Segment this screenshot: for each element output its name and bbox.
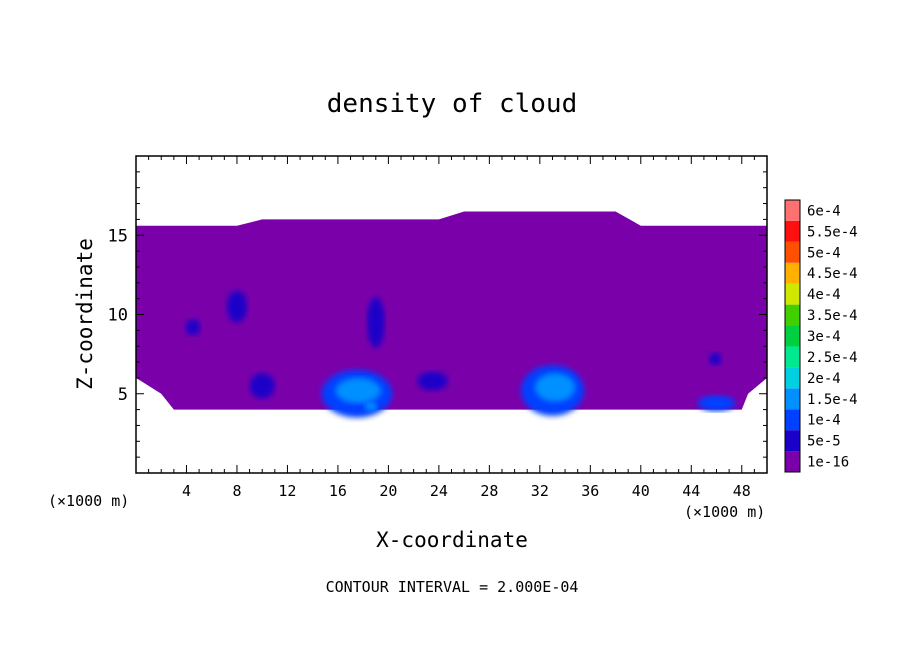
- cloud-cell-6: [697, 395, 736, 412]
- colorbar-label: 2.5e-4: [807, 350, 858, 366]
- colorbar-swatch: [785, 367, 800, 389]
- colorbar-swatch: [785, 304, 800, 326]
- colorbar-legend: 1e-16 5e-5 1e-4 1.5e-4 2e-4 2.5e-4 3e-4 3.5e-4 4…: [784, 199, 858, 473]
- x-axis-ticks: 4 8 12 16 20 24 28 32 36 40 44 48: [148, 156, 755, 500]
- x-tick-label: 20: [379, 482, 397, 500]
- colorbar-swatch: [785, 262, 800, 284]
- cloud-cell-11: [417, 371, 448, 391]
- x-tick-label: 24: [430, 482, 448, 500]
- colorbar-label: 1e-16: [807, 455, 849, 471]
- colorbar-label: 5.5e-4: [807, 224, 858, 240]
- cloud-field: [136, 211, 767, 418]
- colorbar-swatch: [785, 451, 800, 472]
- x-axis-label: X-coordinate: [376, 528, 528, 552]
- x-tick-label: 8: [232, 482, 241, 500]
- colorbar-swatch: [785, 388, 800, 410]
- cloud-cell-5: [366, 297, 385, 348]
- colorbar-label: 2e-4: [807, 371, 841, 387]
- cloud-cell-7: [708, 352, 722, 366]
- x-tick-label: 4: [182, 482, 191, 500]
- colorbar-swatch: [785, 346, 800, 368]
- y-tick-label: 5: [118, 385, 128, 405]
- x-tick-label: 48: [733, 482, 751, 500]
- x-tick-label: 44: [682, 482, 700, 500]
- colorbar-label: 6e-4: [807, 203, 841, 219]
- colorbar-swatch: [785, 200, 800, 221]
- colorbar-swatch: [785, 220, 800, 242]
- y-axis-ticks: 5 10 15: [108, 171, 767, 458]
- colorbar-label: 4e-4: [807, 287, 841, 303]
- x-tick-label: 40: [632, 482, 650, 500]
- colorbar-label: 3e-4: [807, 329, 841, 345]
- cloud-cell-2: [364, 401, 378, 412]
- colorbar-frame: [784, 199, 801, 473]
- colorbar-label: 4.5e-4: [807, 266, 858, 282]
- cloud-cell-8: [226, 290, 248, 323]
- y-tick-label: 15: [108, 226, 128, 246]
- colorbar-swatch: [785, 283, 800, 305]
- x-tick-label: 32: [531, 482, 549, 500]
- colorbar-label: 3.5e-4: [807, 308, 858, 324]
- cloud-cell-10: [249, 373, 275, 399]
- colorbar-label: 1e-4: [807, 413, 841, 429]
- cloud-region-base: [136, 211, 767, 410]
- y-tick-label: 10: [108, 306, 128, 326]
- cloud-cell-4: [534, 373, 576, 402]
- x-tick-label: 28: [480, 482, 498, 500]
- colorbar-swatch: [785, 241, 800, 263]
- cloud-cell-9: [185, 319, 201, 336]
- x-tick-label: 36: [581, 482, 599, 500]
- colorbar-swatch: [785, 409, 800, 431]
- colorbar-label: 5e-5: [807, 434, 841, 450]
- x-tick-label: 16: [329, 482, 347, 500]
- y-unit-label: (×1000 m): [48, 492, 129, 510]
- x-unit-label: (×1000 m): [684, 503, 765, 521]
- cloud-cell-1: [335, 377, 381, 404]
- chart-title: density of cloud: [327, 89, 577, 119]
- contour-interval-note: CONTOUR INTERVAL = 2.000E-04: [326, 578, 579, 596]
- colorbar-label: 5e-4: [807, 245, 841, 261]
- colorbar-swatch: [785, 430, 800, 452]
- colorbar-swatch: [785, 325, 800, 347]
- y-axis-label: Z-coordinate: [73, 238, 97, 390]
- x-tick-label: 12: [278, 482, 296, 500]
- colorbar-label: 1.5e-4: [807, 392, 858, 408]
